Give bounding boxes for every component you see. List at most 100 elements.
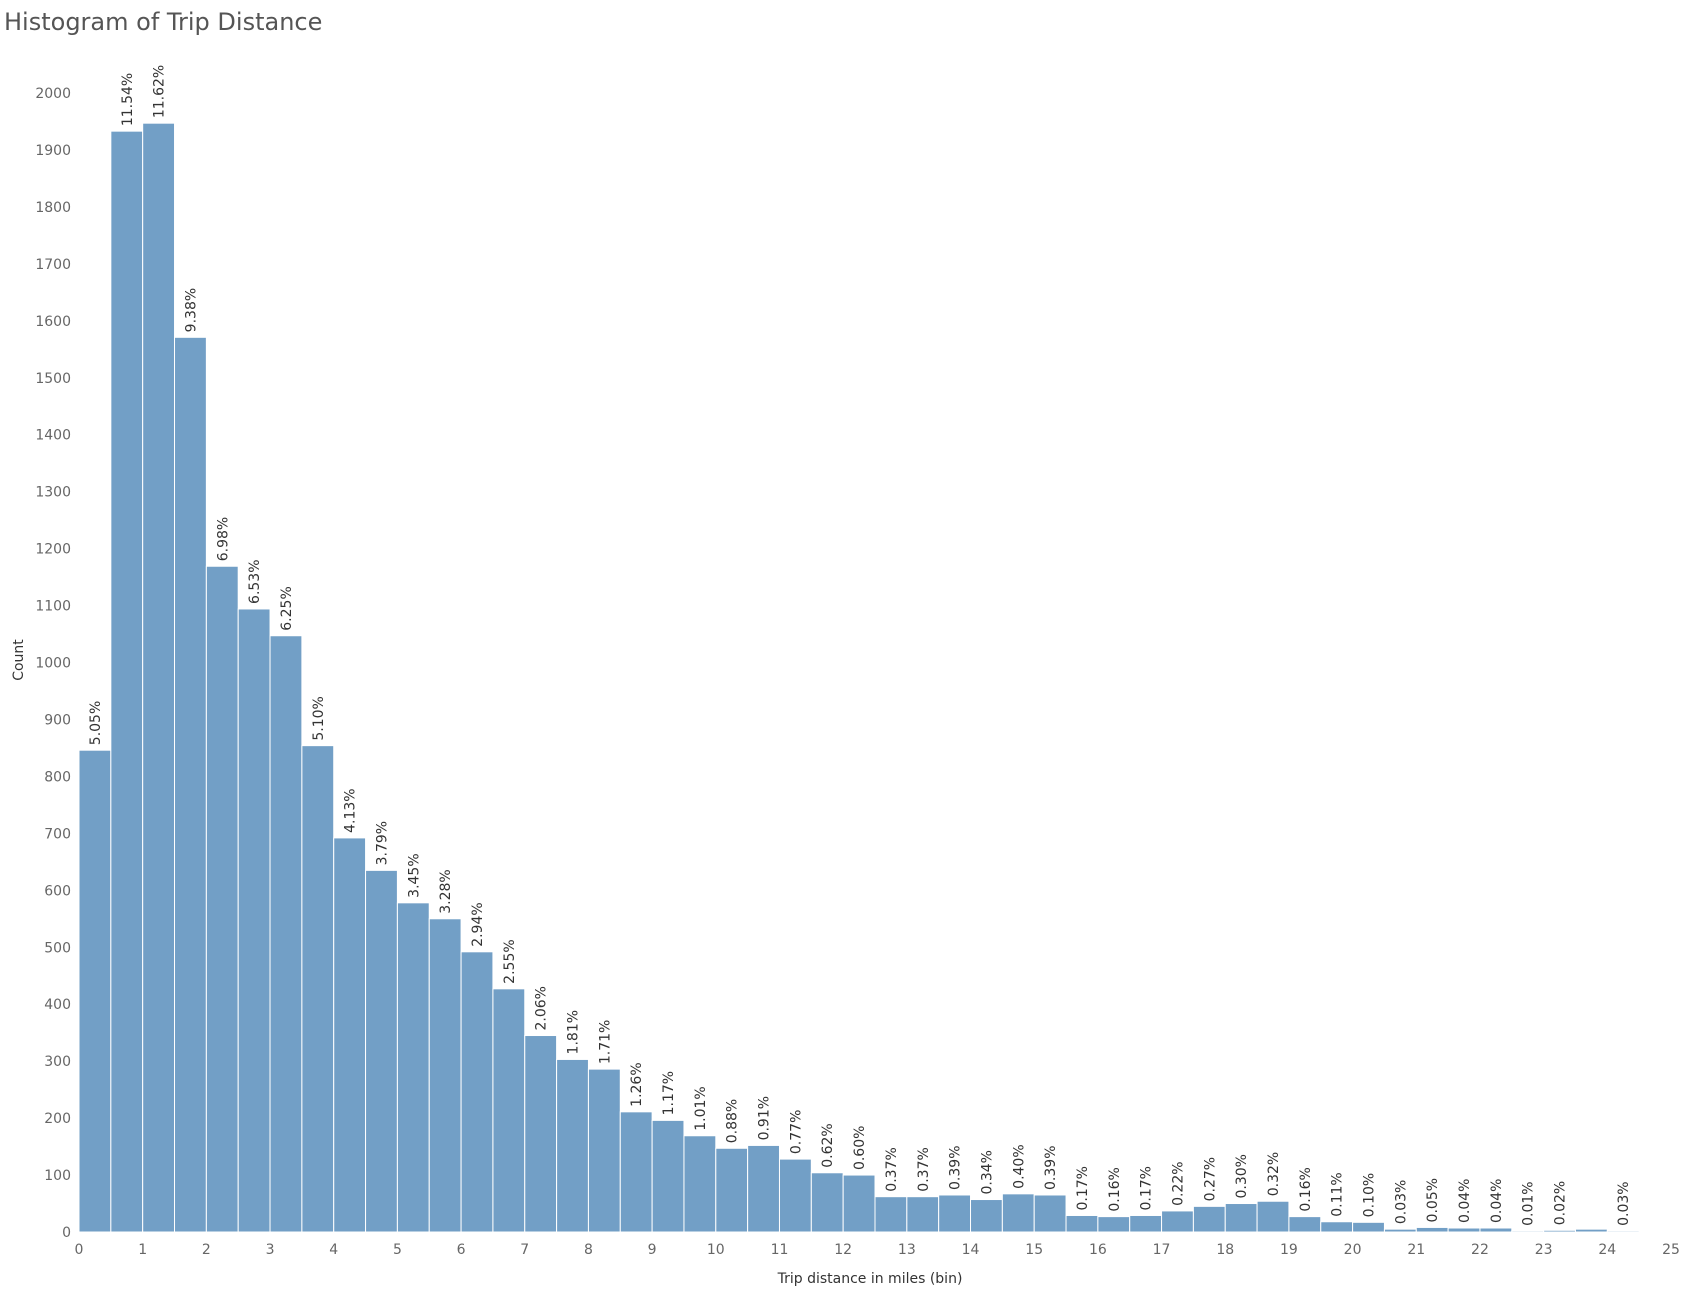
bar-percent-label: 6.98% — [215, 517, 231, 561]
histogram-bar — [1033, 1194, 1067, 1233]
histogram-bar — [492, 988, 526, 1233]
histogram-bar — [1001, 1193, 1035, 1233]
x-tick-label: 6 — [457, 1242, 466, 1258]
bar-percent-label: 0.03% — [1616, 1181, 1632, 1225]
histogram-bar — [269, 635, 303, 1233]
histogram-bar — [938, 1194, 972, 1233]
bar-percent-label: 0.39% — [948, 1145, 964, 1189]
y-tick-label: 1400 — [35, 428, 71, 444]
y-tick-label: 100 — [44, 1168, 71, 1184]
y-tick-label: 1700 — [35, 257, 71, 273]
x-tick-label: 7 — [520, 1242, 529, 1258]
bar-percent-label: 2.55% — [502, 939, 518, 983]
bar-percent-label: 0.27% — [1202, 1157, 1218, 1201]
histogram-bar — [587, 1068, 621, 1233]
x-tick-label: 10 — [707, 1242, 725, 1258]
y-tick-label: 500 — [44, 940, 71, 956]
bar-percent-label: 0.01% — [0, 0, 44, 4]
y-tick-label: 2000 — [35, 86, 71, 102]
x-tick-label: 16 — [1089, 1242, 1107, 1258]
y-tick-label: 1900 — [35, 143, 71, 159]
bar-percent-label: 11.54% — [120, 73, 136, 126]
x-tick-label: 9 — [648, 1242, 657, 1258]
x-tick-label: 1 — [138, 1242, 147, 1258]
y-tick-label: 1200 — [35, 542, 71, 558]
histogram-bar — [1447, 1227, 1481, 1233]
histogram-bar — [1543, 1229, 1576, 1233]
histogram-bar — [842, 1174, 876, 1233]
y-tick-label: 0 — [62, 1225, 71, 1241]
bar-percent-label: 4.13% — [343, 788, 359, 832]
y-tick-label: 800 — [44, 769, 71, 785]
x-tick-label: 0 — [75, 1242, 84, 1258]
bar-percent-label: 6.25% — [279, 586, 295, 630]
x-tick-label: 23 — [1535, 1242, 1553, 1258]
bar-percent-label: 0.37% — [884, 1147, 900, 1191]
histogram-bar — [1065, 1214, 1099, 1233]
histogram-bar — [1415, 1226, 1449, 1233]
bar-percent-label: 0.60% — [852, 1126, 868, 1170]
histogram-bar — [396, 902, 430, 1233]
histogram-bar — [237, 608, 271, 1233]
bar-percent-label: 0.34% — [979, 1150, 995, 1194]
x-tick-label: 20 — [1344, 1242, 1362, 1258]
histogram-bar — [524, 1035, 558, 1233]
histogram-bar — [778, 1158, 812, 1233]
bar-percent-label: 2.94% — [470, 902, 486, 946]
histogram-bar — [651, 1119, 685, 1233]
histogram-bar — [1192, 1205, 1226, 1233]
y-tick-label: 1800 — [35, 200, 71, 216]
bar-percent-label: 0.40% — [1011, 1144, 1027, 1188]
histogram-bar — [1161, 1210, 1194, 1233]
bar-percent-label: 0.30% — [1234, 1154, 1250, 1198]
histogram-bar — [205, 565, 239, 1233]
y-tick-label: 1600 — [35, 314, 71, 330]
bar-percent-label: 3.79% — [374, 821, 390, 865]
bar-percent-label: 0.37% — [916, 1147, 932, 1191]
bar-percent-label: 5.05% — [88, 701, 104, 745]
x-tick-label: 12 — [834, 1242, 852, 1258]
x-tick-label: 3 — [266, 1242, 275, 1258]
y-tick-label: 200 — [44, 1111, 71, 1127]
bar-percent-label: 9.38% — [183, 288, 199, 332]
bar-percent-label: 6.53% — [247, 559, 263, 603]
histogram-bar — [1511, 1230, 1545, 1233]
bar-percent-label: 1.26% — [629, 1062, 645, 1106]
histogram-bar — [1352, 1221, 1385, 1233]
bar-percent-label: 0.91% — [757, 1096, 773, 1140]
bar-percent-label: 11.62% — [152, 65, 168, 118]
histogram-bar — [301, 745, 335, 1233]
bar-percent-label: 0.77% — [788, 1110, 804, 1154]
histogram-bar — [906, 1196, 940, 1233]
bar-percent-label: 1.01% — [693, 1086, 709, 1130]
y-axis-ticks: 0 100 200 300 400 500 600 700 800 900 1000 1100 1200… — [35, 86, 71, 1241]
histogram-bar — [1383, 1228, 1417, 1233]
x-axis-title: Trip distance in miles (bin) — [777, 1271, 963, 1287]
histogram-bar — [683, 1135, 717, 1233]
y-tick-label: 400 — [44, 997, 71, 1013]
bar-percent-label: 0.03% — [1393, 1180, 1409, 1224]
x-tick-label: 25 — [1662, 1242, 1680, 1258]
histogram-bar — [1224, 1203, 1258, 1233]
bar-percent-label: 0.39% — [1043, 1145, 1059, 1189]
x-tick-label: 19 — [1280, 1242, 1298, 1258]
histogram-bar — [78, 749, 112, 1233]
histogram-bar — [1288, 1216, 1322, 1233]
x-tick-label: 15 — [1025, 1242, 1043, 1258]
bar-percent-label: 0.17% — [1139, 1166, 1155, 1210]
histogram-bar — [1097, 1216, 1131, 1233]
y-tick-label: 1000 — [35, 656, 71, 672]
x-tick-label: 4 — [329, 1242, 338, 1258]
bar-percent-label: 2.06% — [534, 986, 550, 1030]
bar-percent-label: 0.02% — [1553, 1181, 1569, 1225]
bar-percent-label: 0.01% — [1521, 1181, 1537, 1225]
histogram-bar — [428, 918, 462, 1233]
x-tick-label: 14 — [962, 1242, 980, 1258]
x-tick-label: 2 — [202, 1242, 211, 1258]
histogram-bar — [1479, 1227, 1513, 1233]
x-tick-label: 22 — [1471, 1242, 1489, 1258]
bar-percent-label: 1.71% — [597, 1020, 613, 1064]
data-labels-group: 5.05% 11.54% 11.62% 9.38% 6.98% 6.53% 6.25% 5.1… — [0, 0, 1632, 1226]
histogram-bar — [1574, 1228, 1608, 1233]
